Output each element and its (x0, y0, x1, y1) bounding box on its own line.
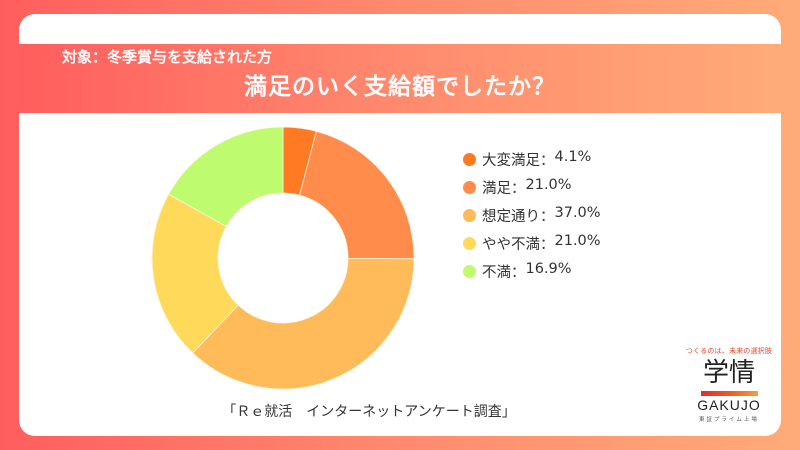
content-card: 対象：冬季賞与を支給された方 満足のいく支給額でしたか？ 大変満足 ： 4.1%… (19, 14, 781, 436)
donut-segment-想定通り (192, 258, 415, 390)
legend-dot-icon (463, 180, 476, 194)
legend-dot-icon (463, 264, 476, 278)
legend-label: 想定通り (482, 208, 540, 225)
survey-source-caption: 「Ｒｅ就活 インターネットアンケート調査」 (222, 404, 516, 420)
legend-dot-icon (463, 236, 476, 250)
legend-label: やや不満 (482, 236, 540, 253)
legend-item-somewhat-dissatisfied: やや不満 ： 21.0% (463, 229, 601, 257)
survey-target-subtitle: 対象：冬季賞与を支給された方 (62, 48, 273, 66)
logo-gradient-bar (700, 391, 758, 396)
donut-segment-やや不満 (151, 193, 239, 354)
legend-separator: ： (540, 208, 555, 225)
donut-segment-不満 (168, 126, 284, 227)
legend-label: 満足 (482, 180, 511, 197)
donut-segments (151, 126, 415, 390)
legend-value: 21.0% (525, 176, 572, 193)
logo-kanji: 学情 (702, 358, 755, 388)
legend-value: 4.1% (554, 148, 592, 165)
legend-separator: ： (511, 180, 526, 197)
legend-dot-icon (463, 152, 476, 166)
legend-value: 37.0% (554, 204, 601, 221)
logo-listing-text: 東証プライム上場 (699, 417, 759, 423)
legend-item-very-satisfied: 大変満足 ： 4.1% (463, 145, 601, 173)
chart-legend: 大変満足 ： 4.1% 満足 ： 21.0% 想定通り ： 37.0% (463, 145, 601, 285)
legend-dot-icon (463, 208, 476, 222)
legend-label: 不満 (482, 264, 511, 281)
legend-value: 21.0% (554, 232, 601, 249)
legend-separator: ： (511, 264, 526, 281)
legend-item-dissatisfied: 不満 ： 16.9% (463, 257, 601, 285)
gakujo-logo: つくるのは、未来の選択肢 学情 GAKUJO 東証プライム上場 (679, 346, 779, 425)
legend-item-satisfied: 満足 ： 21.0% (463, 173, 601, 201)
legend-item-as-expected: 想定通り ： 37.0% (463, 201, 601, 229)
header-band: 対象：冬季賞与を支給された方 満足のいく支給額でしたか？ (19, 44, 781, 113)
logo-name: GAKUJO (697, 397, 761, 413)
legend-separator: ： (540, 236, 555, 253)
donut-segment-満足 (299, 130, 415, 260)
legend-separator: ： (540, 152, 555, 169)
chart-title: 満足のいく支給額でしたか？ (244, 74, 556, 100)
legend-label: 大変満足 (482, 152, 540, 169)
logo-tagline: つくるのは、未来の選択肢 (685, 347, 773, 355)
donut-chart (151, 126, 415, 390)
legend-value: 16.9% (525, 260, 572, 277)
